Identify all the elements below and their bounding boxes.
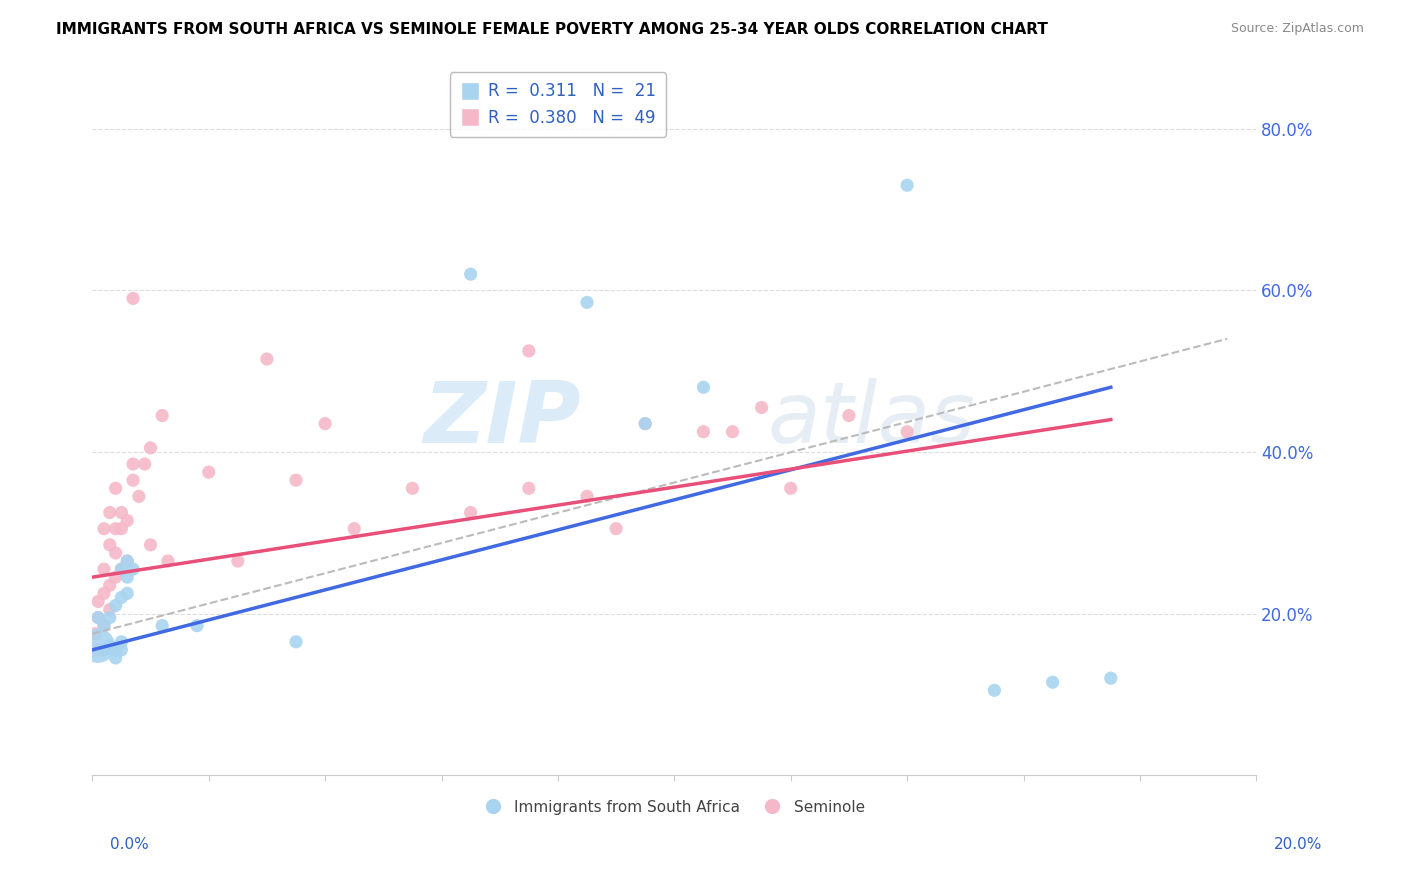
Point bbox=[93, 618, 115, 632]
Point bbox=[110, 591, 132, 605]
Point bbox=[343, 522, 366, 536]
Point bbox=[93, 618, 115, 632]
Point bbox=[93, 643, 115, 657]
Point bbox=[779, 481, 801, 495]
Point bbox=[87, 639, 110, 653]
Point bbox=[751, 401, 773, 415]
Point bbox=[226, 554, 249, 568]
Point bbox=[98, 538, 121, 552]
Point bbox=[110, 506, 132, 520]
Point bbox=[98, 578, 121, 592]
Point bbox=[117, 570, 139, 584]
Text: IMMIGRANTS FROM SOUTH AFRICA VS SEMINOLE FEMALE POVERTY AMONG 25-34 YEAR OLDS CO: IMMIGRANTS FROM SOUTH AFRICA VS SEMINOLE… bbox=[56, 22, 1047, 37]
Point bbox=[896, 178, 918, 193]
Point bbox=[117, 554, 139, 568]
Point bbox=[104, 599, 127, 613]
Point bbox=[104, 546, 127, 560]
Point bbox=[256, 351, 278, 366]
Point bbox=[134, 457, 156, 471]
Point bbox=[983, 683, 1005, 698]
Point bbox=[122, 562, 145, 576]
Point bbox=[634, 417, 657, 431]
Point bbox=[460, 506, 482, 520]
Text: atlas: atlas bbox=[768, 378, 976, 461]
Text: 20.0%: 20.0% bbox=[1274, 838, 1322, 852]
Point bbox=[122, 457, 145, 471]
Point bbox=[197, 465, 219, 479]
Point bbox=[634, 417, 657, 431]
Point bbox=[122, 473, 145, 487]
Point bbox=[110, 562, 132, 576]
Point bbox=[93, 586, 115, 600]
Point bbox=[692, 380, 714, 394]
Point bbox=[460, 267, 482, 281]
Point bbox=[98, 506, 121, 520]
Point bbox=[98, 639, 121, 653]
Point bbox=[605, 522, 627, 536]
Point bbox=[87, 643, 110, 657]
Point bbox=[139, 441, 162, 455]
Point bbox=[285, 473, 308, 487]
Point bbox=[285, 635, 308, 649]
Point bbox=[896, 425, 918, 439]
Point bbox=[576, 295, 599, 310]
Point bbox=[1042, 675, 1064, 690]
Text: 0.0%: 0.0% bbox=[110, 838, 149, 852]
Point bbox=[721, 425, 744, 439]
Point bbox=[139, 538, 162, 552]
Point bbox=[104, 651, 127, 665]
Point bbox=[401, 481, 423, 495]
Point bbox=[104, 522, 127, 536]
Point bbox=[110, 562, 132, 576]
Point bbox=[98, 602, 121, 616]
Point bbox=[117, 554, 139, 568]
Point bbox=[517, 343, 540, 358]
Point bbox=[104, 570, 127, 584]
Point bbox=[84, 626, 107, 640]
Point bbox=[150, 618, 173, 632]
Point bbox=[128, 489, 150, 503]
Point bbox=[110, 635, 132, 649]
Point bbox=[314, 417, 336, 431]
Point bbox=[104, 481, 127, 495]
Point bbox=[156, 554, 179, 568]
Legend: Immigrants from South Africa, Seminole: Immigrants from South Africa, Seminole bbox=[478, 794, 870, 821]
Point bbox=[186, 618, 208, 632]
Text: ZIP: ZIP bbox=[423, 378, 581, 461]
Point bbox=[117, 514, 139, 528]
Point bbox=[517, 481, 540, 495]
Point bbox=[122, 292, 145, 306]
Point bbox=[150, 409, 173, 423]
Point bbox=[93, 522, 115, 536]
Point bbox=[838, 409, 860, 423]
Point bbox=[87, 610, 110, 624]
Point bbox=[98, 610, 121, 624]
Text: Source: ZipAtlas.com: Source: ZipAtlas.com bbox=[1230, 22, 1364, 36]
Point bbox=[117, 586, 139, 600]
Point bbox=[87, 594, 110, 608]
Point bbox=[1099, 671, 1122, 685]
Point bbox=[576, 489, 599, 503]
Point bbox=[110, 643, 132, 657]
Point bbox=[104, 643, 127, 657]
Point bbox=[93, 562, 115, 576]
Point bbox=[692, 425, 714, 439]
Point bbox=[87, 610, 110, 624]
Point bbox=[110, 522, 132, 536]
